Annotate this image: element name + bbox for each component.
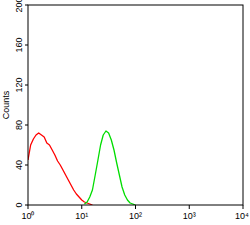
x-tick <box>189 205 190 209</box>
x-tick <box>243 205 244 209</box>
series-line <box>84 131 135 205</box>
x-tick <box>135 205 136 209</box>
x-tick <box>81 205 82 209</box>
y-tick <box>25 85 28 86</box>
y-tick-label: 40 <box>14 160 24 170</box>
x-tick <box>28 205 29 209</box>
y-tick-label: 80 <box>14 120 24 130</box>
x-tick-label: 10⁰ <box>21 211 34 221</box>
y-tick-label: 160 <box>14 37 24 52</box>
y-axis-label: Counts <box>1 90 11 119</box>
y-tick <box>25 5 28 6</box>
y-tick <box>25 165 28 166</box>
y-tick <box>25 125 28 126</box>
y-tick <box>25 45 28 46</box>
y-tick-label: 200 <box>14 0 24 13</box>
plot-frame <box>28 5 243 205</box>
plot-area <box>28 131 136 205</box>
y-tick-label: 0 <box>14 202 24 207</box>
y-tick-label: 120 <box>14 77 24 92</box>
series-line <box>28 133 92 205</box>
x-tick-label: 10¹ <box>75 211 88 221</box>
x-tick-label: 10³ <box>183 211 196 221</box>
chart: 0 40 80 120 160 200 10⁰ 10¹ 10² 10³ 10⁴ Counts <box>0 0 250 225</box>
x-tick-label: 10² <box>129 211 142 221</box>
x-tick-label: 10⁴ <box>235 211 249 221</box>
